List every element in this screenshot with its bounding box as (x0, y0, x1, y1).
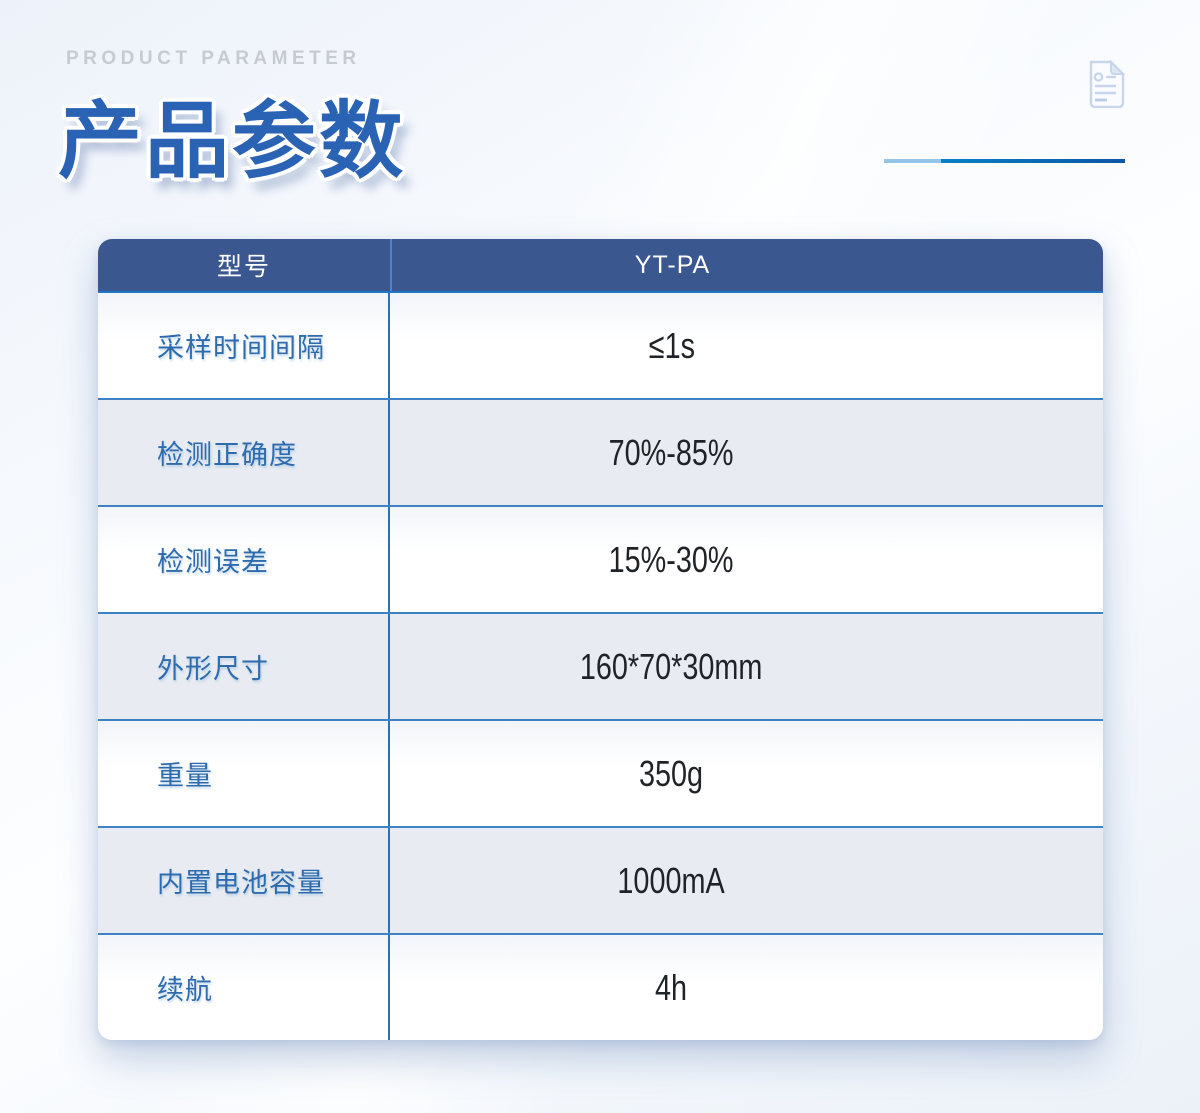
header-key-cell: 型号 (98, 239, 392, 291)
row-value-text: 1000mA (617, 859, 726, 901)
underline-bar-dark (941, 159, 1125, 163)
table-row: 采样时间间隔 ≤1s (98, 293, 1103, 398)
row-value: 4h (390, 935, 1103, 1040)
row-value-text: 4h (655, 966, 688, 1008)
page-title: 产品参数 (58, 91, 407, 190)
spec-table: 型号 YT-PA 采样时间间隔 ≤1s 检测正确度 70%-85% 检测误差 1… (98, 239, 1103, 1040)
table-body: 采样时间间隔 ≤1s 检测正确度 70%-85% 检测误差 15%-30% 外形… (98, 293, 1103, 1040)
row-value: 1000mA (390, 828, 1103, 933)
row-label: 采样时间间隔 (98, 293, 390, 398)
row-value-text: 350g (639, 752, 704, 794)
row-value: ≤1s (390, 293, 1103, 398)
row-label: 重量 (98, 721, 390, 826)
row-value: 350g (390, 721, 1103, 826)
row-value-text: 70%-85% (609, 431, 734, 473)
document-icon (1085, 59, 1126, 113)
table-header-row: 型号 YT-PA (98, 239, 1103, 293)
row-label: 外形尺寸 (98, 614, 390, 719)
row-label: 续航 (98, 935, 390, 1040)
table-row: 检测正确度 70%-85% (98, 398, 1103, 505)
underline-bar-light (884, 159, 941, 163)
row-value-text: ≤1s (648, 324, 695, 366)
row-value: 70%-85% (390, 400, 1103, 505)
header-value-cell: YT-PA (634, 250, 711, 279)
row-label: 检测误差 (98, 507, 390, 612)
row-value: 15%-30% (390, 507, 1103, 612)
table-row: 外形尺寸 160*70*30mm (98, 612, 1103, 719)
table-row: 续航 4h (98, 933, 1103, 1040)
table-row: 重量 350g (98, 719, 1103, 826)
row-value-text: 15%-30% (609, 538, 734, 580)
table-row: 内置电池容量 1000mA (98, 826, 1103, 933)
eyebrow-label: PRODUCT PARAMETER (66, 48, 361, 69)
table-row: 检测误差 15%-30% (98, 505, 1103, 612)
row-label: 内置电池容量 (98, 828, 390, 933)
row-value-text: 160*70*30mm (580, 645, 763, 687)
row-label: 检测正确度 (98, 400, 390, 505)
row-value: 160*70*30mm (390, 614, 1103, 719)
